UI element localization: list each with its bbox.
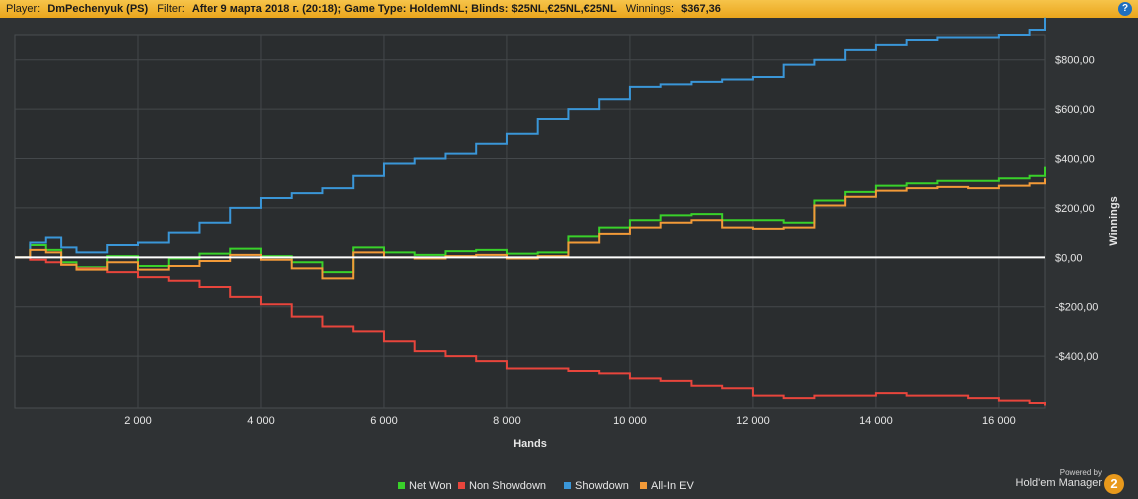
series-line-all-in-ev xyxy=(15,178,1046,280)
x-tick-label: 14 000 xyxy=(859,415,893,427)
x-tick-label: 10 000 xyxy=(613,415,647,427)
x-tick-label: 6 000 xyxy=(370,415,398,427)
series-line-showdown xyxy=(15,17,1046,259)
y-axis-title: Winnings xyxy=(1108,196,1120,245)
legend-swatch-non-showdown xyxy=(458,482,465,489)
product-name: Hold'em Manager xyxy=(1015,477,1102,489)
legend: Net Won Non Showdown Showdown All-In EV xyxy=(398,480,694,492)
x-tick-label: 2 000 xyxy=(124,415,152,427)
x-tick-label: 12 000 xyxy=(736,415,770,427)
x-axis-title: Hands xyxy=(513,438,547,450)
header-bar: Player: DmPechenyuk (PS) Filter: After 9… xyxy=(0,0,1138,18)
help-icon[interactable]: ? xyxy=(1118,2,1132,16)
legend-label-all-in-ev: All-In EV xyxy=(651,480,694,492)
legend-label-net-won: Net Won xyxy=(409,480,452,492)
y-tick-label: $0,00 xyxy=(1055,252,1083,264)
winnings-label: Winnings: xyxy=(625,3,675,15)
x-tick-label: 8 000 xyxy=(493,415,521,427)
series-layer xyxy=(15,17,1046,406)
plot-background xyxy=(14,34,1046,409)
series-line-non-showdown xyxy=(15,256,1046,406)
powered-by-text: Powered by xyxy=(1059,468,1102,477)
x-tick-label: 4 000 xyxy=(247,415,275,427)
branding: Powered by Hold'em Manager xyxy=(1016,468,1102,489)
legend-label-non-showdown: Non Showdown xyxy=(469,480,546,492)
filter-label: Filter: xyxy=(157,3,185,15)
player-value: DmPechenyuk (PS) xyxy=(47,3,149,15)
y-tick-label: $200,00 xyxy=(1055,203,1095,215)
legend-swatch-net-won xyxy=(398,482,405,489)
x-axis-ticks: 2 000 4 000 6 000 8 000 10 000 12 000 14 000 16… xyxy=(124,415,1015,427)
legend-swatch-showdown xyxy=(564,482,571,489)
winnings-value: $367,36 xyxy=(681,3,721,15)
y-tick-label: $600,00 xyxy=(1055,104,1095,116)
legend-swatch-all-in-ev xyxy=(640,482,647,489)
y-tick-label: -$400,00 xyxy=(1055,351,1098,363)
y-tick-label: $400,00 xyxy=(1055,154,1095,166)
hm2-logo-icon: 2 xyxy=(1104,474,1124,494)
player-label: Player: xyxy=(6,3,41,15)
x-tick-label: 16 000 xyxy=(982,415,1016,427)
y-tick-label: $800,00 xyxy=(1055,55,1095,67)
y-tick-label: -$200,00 xyxy=(1055,302,1098,314)
filter-value: After 9 марта 2018 г. (20:18); Game Type… xyxy=(191,3,617,15)
legend-label-showdown: Showdown xyxy=(575,480,629,492)
y-axis-ticks: -$400,00 -$200,00 $0,00 $200,00 $400,00 $600,… xyxy=(1055,55,1098,363)
